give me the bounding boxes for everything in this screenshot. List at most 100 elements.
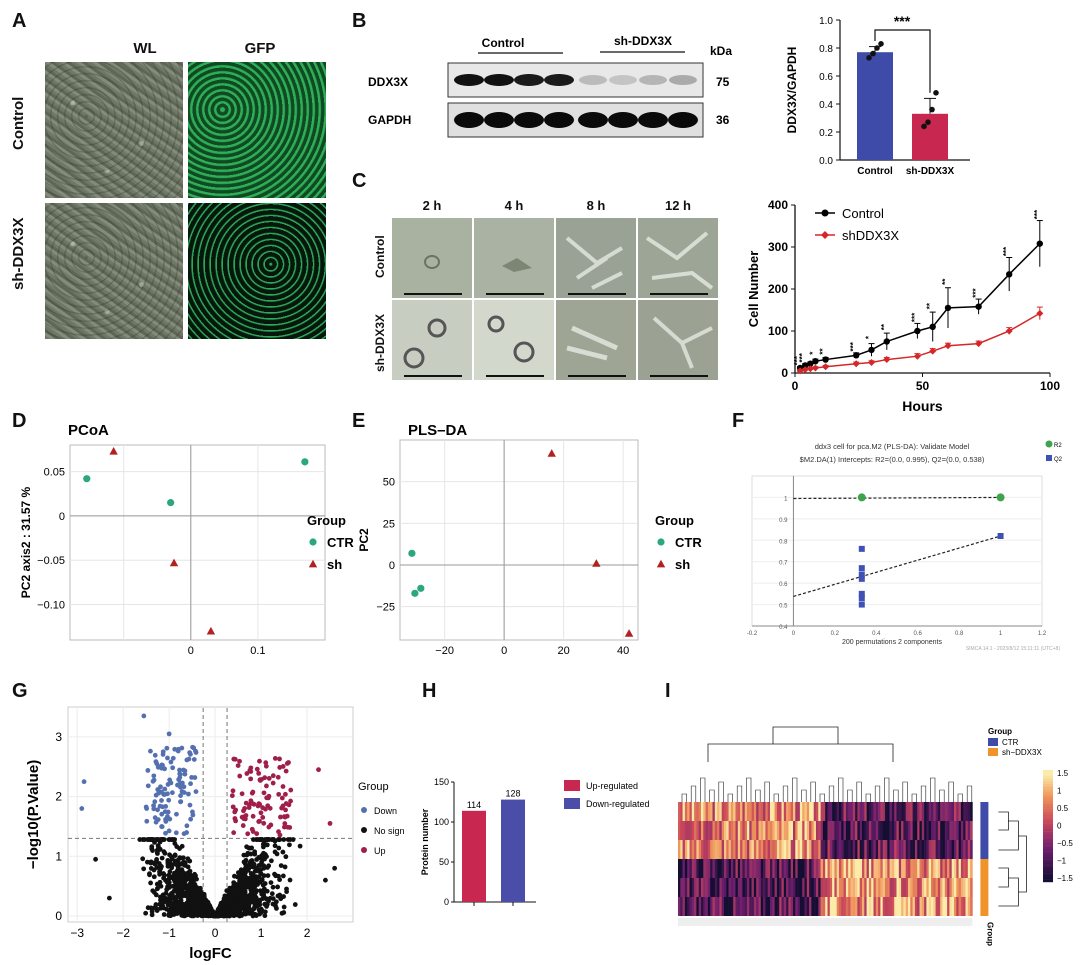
heatmap-cell <box>797 897 801 916</box>
heatmap-cell <box>760 859 764 878</box>
heatmap-cell <box>816 821 819 840</box>
heatmap-cell <box>781 859 785 878</box>
heatmap-cell <box>931 802 934 821</box>
heatmap-cell <box>970 878 973 897</box>
colorscale-step <box>1043 806 1053 810</box>
heatmap-cell <box>885 878 888 897</box>
x-tick-label: 0.6 <box>914 631 923 637</box>
micrograph-gfp-control <box>188 62 326 198</box>
heatmap-cell <box>910 878 913 897</box>
heatmap-cell <box>949 859 952 878</box>
heatmap-cell <box>793 878 796 897</box>
heatmap-cell <box>963 878 966 897</box>
heatmap-cell <box>871 897 874 916</box>
heatmap-cell <box>887 897 890 916</box>
colorscale-step <box>1043 845 1053 849</box>
data-point <box>878 41 884 47</box>
data-point <box>929 106 935 113</box>
heatmap-cell <box>712 859 716 878</box>
heatmap-cell <box>855 802 858 821</box>
chart-volcano: −3 −2 −1 0 1 2 0 1 2 3 logFC −log10(P.Value) Group Do… <box>25 706 405 962</box>
heatmap-cell <box>944 840 948 859</box>
heatmap-cell <box>956 897 959 916</box>
data-point <box>159 864 164 869</box>
heatmap-cell <box>809 859 812 878</box>
heatmap-cell <box>875 859 879 878</box>
heatmap-cell <box>857 897 860 916</box>
data-point <box>185 909 191 915</box>
heatmap-cell <box>788 802 791 821</box>
data-point <box>262 909 268 915</box>
heatmap-cell <box>937 840 941 859</box>
heatmap-cell <box>841 821 844 840</box>
heatmap-cell <box>845 821 849 840</box>
heatmap-cell <box>733 840 736 859</box>
heatmap-cell <box>832 878 835 897</box>
heatmap-cell <box>958 802 962 821</box>
heatmap-cell <box>710 897 713 916</box>
heatmap-cell <box>958 859 962 878</box>
heatmap-cell <box>931 859 934 878</box>
heatmap-cell <box>733 897 736 916</box>
data-point <box>254 831 260 837</box>
heatmap-cell <box>880 821 883 840</box>
heatmap-cell <box>825 802 828 821</box>
heatmap-cell <box>696 840 699 859</box>
heatmap-cell <box>730 897 734 916</box>
heatmap-cell <box>944 897 948 916</box>
y-axis-label: Protein number <box>420 808 430 875</box>
colorscale-label: 1 <box>1057 787 1062 796</box>
heatmap-cell <box>967 802 971 821</box>
data-point <box>151 773 157 779</box>
heatmap-cell <box>963 840 966 859</box>
heatmap-cell <box>852 840 856 859</box>
legend-label: Q2 <box>1054 457 1062 463</box>
data-point <box>265 873 271 879</box>
heatmap-cell <box>765 878 768 897</box>
heatmap-cell <box>832 840 835 859</box>
heatmap-cell <box>827 821 831 840</box>
heatmap-cell <box>730 802 734 821</box>
colorscale-step <box>1043 823 1053 827</box>
data-point <box>240 823 246 828</box>
blot-kda-label: kDa <box>710 44 732 58</box>
cell-image-ctr-12h <box>638 218 718 298</box>
heatmap-cell <box>809 840 812 859</box>
data-point <box>332 865 338 871</box>
heatmap-cell <box>954 821 957 840</box>
data-point <box>172 746 178 752</box>
data-point <box>266 863 272 869</box>
heatmap-cell <box>770 821 773 840</box>
heatmap-cell <box>850 878 854 897</box>
data-point <box>190 812 196 818</box>
heatmap-cell <box>825 878 828 897</box>
heatmap-cell <box>940 897 943 916</box>
x-tick-label: 0.2 <box>831 631 840 637</box>
significance-label: *** <box>793 355 802 365</box>
data-point <box>944 304 952 312</box>
x-tick-label: −2 <box>116 926 130 940</box>
colorscale-step <box>1043 842 1053 846</box>
heatmap-cell <box>758 821 762 840</box>
data-point <box>624 629 634 637</box>
data-point <box>167 869 173 875</box>
heatmap-cell <box>797 840 801 859</box>
significance-label: ** <box>880 323 889 330</box>
significance-label: *** <box>894 13 911 29</box>
legend-title: Group <box>655 513 694 528</box>
data-point <box>241 808 246 814</box>
data-point <box>161 912 167 917</box>
heatmap-cell <box>740 821 743 840</box>
heatmap-cell <box>848 821 851 840</box>
heatmap-cell <box>818 840 821 859</box>
heatmap-cell <box>781 840 785 859</box>
heatmap-cell <box>894 802 897 821</box>
data-point <box>182 771 188 777</box>
data-point <box>150 778 156 784</box>
y-axis-label: PC2 axis2 : 31.57 % <box>19 486 33 598</box>
heatmap-cell <box>937 821 941 840</box>
data-point <box>232 809 238 815</box>
data-point <box>161 791 167 797</box>
heatmap-cell <box>958 840 962 859</box>
heatmap-cell <box>901 897 904 916</box>
